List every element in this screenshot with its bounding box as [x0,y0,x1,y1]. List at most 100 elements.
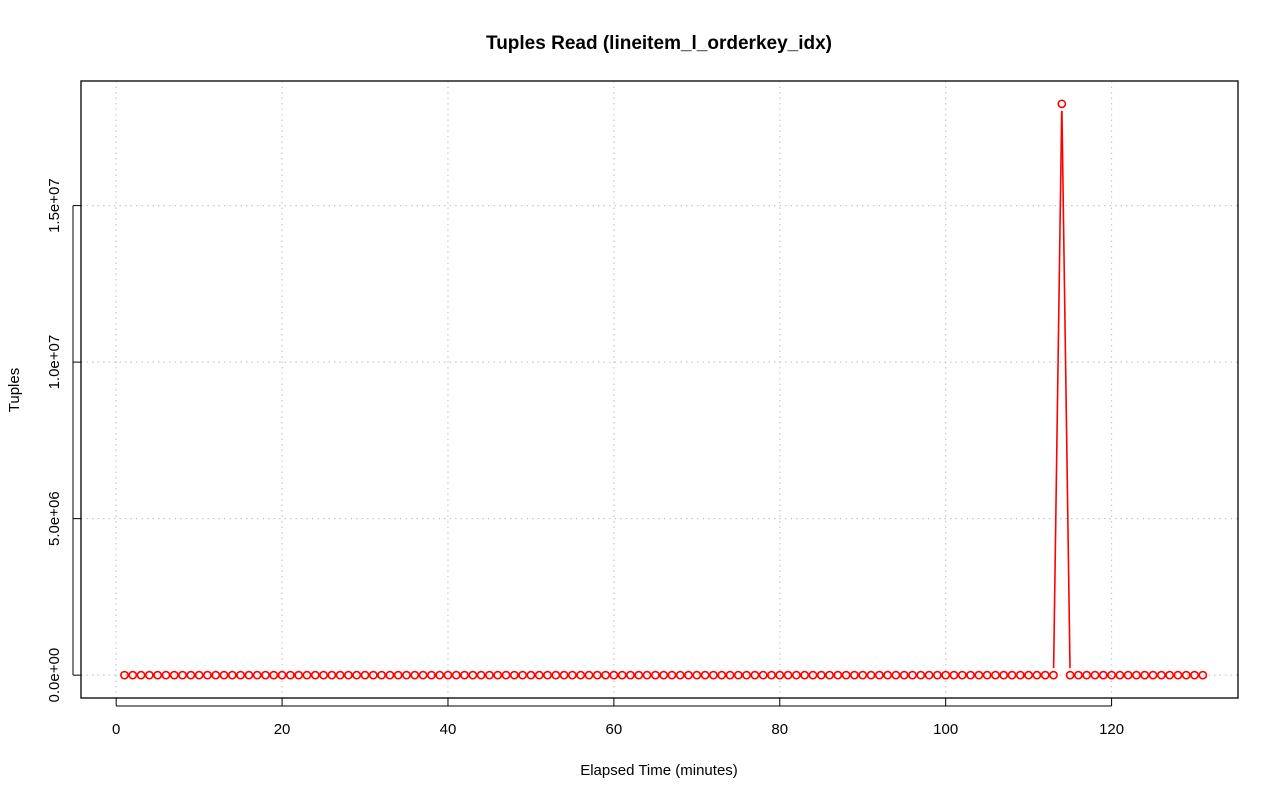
data-point [617,670,627,680]
data-point [974,670,984,680]
data-point [891,670,901,680]
data-point [219,670,229,680]
data-point [899,670,909,680]
data-point [568,670,577,680]
chart-title: Tuples Read (lineitem_l_orderkey_idx) [486,33,832,54]
data-point [236,670,245,680]
data-point [667,670,677,680]
data-point [1040,670,1050,680]
x-tick-label: 120 [1099,721,1124,738]
data-point [1148,670,1158,680]
data-point [1190,670,1199,680]
x-axis: 0 20 40 60 80 100 120 [112,698,1124,738]
data-point [534,670,544,680]
data-point [941,670,951,680]
data-point [468,670,478,680]
data-point [385,670,395,680]
data-point [874,670,884,680]
data-point [825,670,834,680]
data-point [368,670,378,680]
data-point [169,670,179,680]
data-point [957,670,967,680]
data-point [509,670,519,680]
data-point [991,670,1000,680]
data-point [120,670,129,680]
y-tick-label: 1.0e+07 [46,335,63,390]
data-point [186,670,196,680]
data-point [634,670,644,680]
data-point [451,670,461,680]
data-point [244,670,254,680]
data-point [858,670,868,680]
data-point [493,670,503,680]
data-point [709,670,718,680]
data-point [344,670,353,680]
data-point [377,670,387,680]
data-point [252,670,262,680]
data-point [1090,670,1100,680]
data-point [435,670,445,680]
data-point [982,670,992,680]
data-point [269,670,279,680]
data-point [750,670,760,680]
data-point [1123,670,1133,680]
data-point [1140,670,1150,680]
data-point [485,670,494,680]
data-point [393,670,403,680]
x-axis-label: Elapsed Time (minutes) [580,762,738,779]
x-tick-label: 100 [933,721,958,738]
y-tick-label: 5.0e+06 [46,491,63,546]
data-point [609,670,619,680]
data-point [227,670,237,680]
data-point [443,670,453,680]
data-point [302,670,312,680]
data-point [294,670,304,680]
plot-frame [80,80,1239,699]
grid [81,81,1238,698]
data-point [675,670,685,680]
data-point [518,670,528,680]
data-point [360,670,370,680]
y-tick-label: 0.0e+00 [46,648,63,703]
data-point [426,670,436,680]
data-point [1098,670,1108,680]
data-point [194,670,204,680]
data-point [775,670,785,680]
series-line-segment [1061,110,1071,669]
data-point [733,670,743,680]
data-point [1007,670,1017,680]
data-point [551,670,561,680]
data-point [601,670,610,680]
data-point [285,670,295,680]
data-point [559,670,569,680]
data-point [203,670,212,680]
data-point [418,670,428,680]
data-point [584,670,594,680]
data-point [725,670,735,680]
data-point [808,670,818,680]
data-point [526,670,536,680]
data-point [277,670,287,680]
x-tick-label: 20 [274,721,291,738]
data-point [791,670,801,680]
data-point [659,670,669,680]
data-point [410,670,420,680]
data-point [650,670,660,680]
data-point [1032,670,1042,680]
data-point [767,670,776,680]
data-point [1074,670,1083,680]
data-point [327,670,337,680]
data-point [1198,670,1208,680]
data-point [866,670,876,680]
data-point [1057,99,1067,109]
data-point [841,670,851,680]
data-point [1132,670,1141,680]
series-line-segment [1052,110,1063,669]
data-point [1156,670,1166,680]
data-point [1082,670,1092,680]
x-tick-label: 80 [771,721,788,738]
y-tick-label: 1.5e+07 [46,178,63,233]
data-point [800,670,810,680]
data-point [319,670,328,680]
data-point [211,670,221,680]
